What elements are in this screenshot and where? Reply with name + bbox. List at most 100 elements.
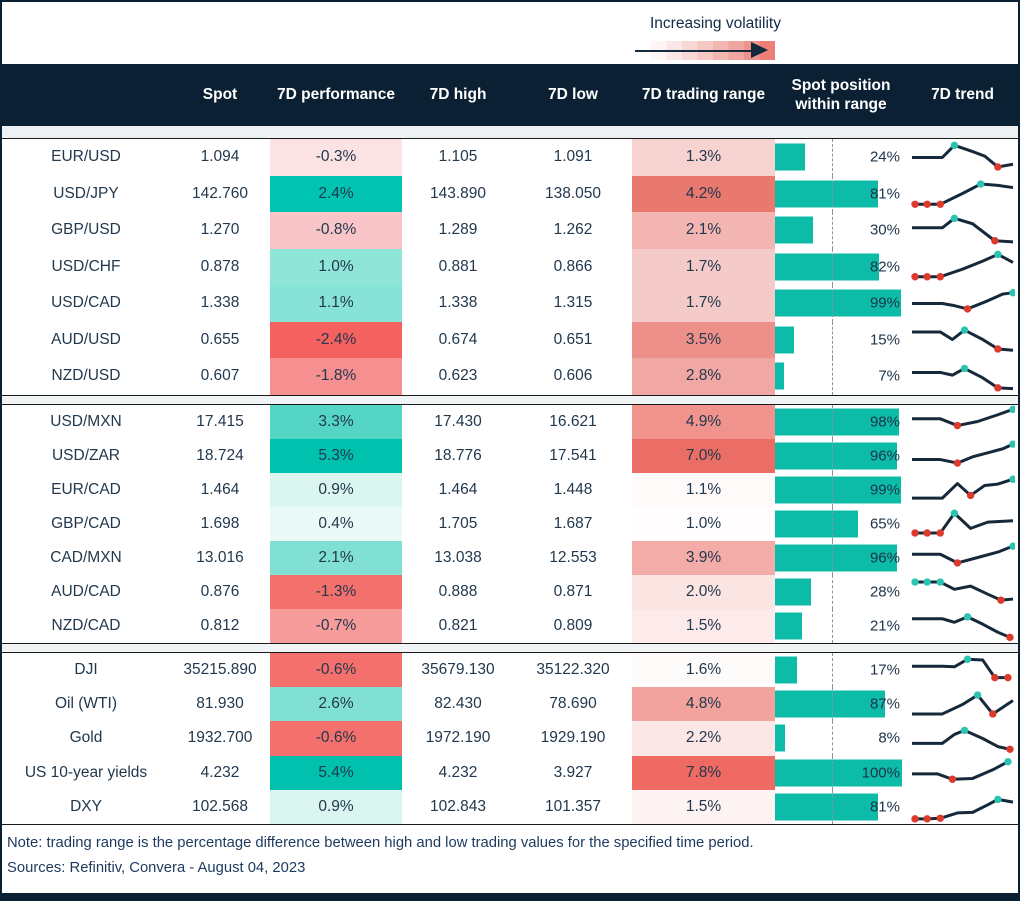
spot-value: 4.232 <box>200 763 240 781</box>
position-percent-label: 96% <box>869 447 900 464</box>
trading-range-cell: 3.9% <box>632 540 775 575</box>
position-percent-label: 98% <box>869 413 900 430</box>
trend-sparkline <box>907 575 1018 609</box>
spot-position-cell: 96% <box>775 438 907 473</box>
midpoint-dashed-line <box>832 506 833 541</box>
high-value: 1.338 <box>438 294 478 312</box>
trading-range-cell: 1.7% <box>632 248 775 285</box>
spot-position-cell: 65% <box>775 506 907 541</box>
high-value: 0.888 <box>438 582 478 600</box>
spot-value: 1.338 <box>200 294 240 312</box>
spot-position-cell: 28% <box>775 574 907 609</box>
trading-range-cell: 1.1% <box>632 472 775 507</box>
position-percent-label: 96% <box>869 549 900 566</box>
spot-value: 0.655 <box>200 330 240 348</box>
spot-value: 142.760 <box>191 184 249 202</box>
spot-value: 35215.890 <box>183 660 257 678</box>
spot-position-cell: 24% <box>775 139 907 176</box>
position-bar <box>775 143 806 171</box>
trend-sparkline <box>907 405 1018 439</box>
low-value: 101.357 <box>544 798 602 816</box>
section-majors: EUR/USD 1.094 -0.3% 1.105 1.091 1.3% 24%… <box>2 139 1018 395</box>
midpoint-dashed-line <box>832 175 833 212</box>
low-value: 138.050 <box>544 184 602 202</box>
position-percent-label: 28% <box>869 583 900 600</box>
midpoint-dashed-line <box>832 472 833 507</box>
instrument-label: GBP/USD <box>51 221 121 239</box>
spot-position-cell: 99% <box>775 472 907 507</box>
position-percent-label: 65% <box>869 515 900 532</box>
instrument-label: DJI <box>74 660 98 678</box>
table-row: EUR/CAD 1.464 0.9% 1.464 1.448 1.1% 99% <box>2 472 1018 507</box>
trading-range-cell: 1.5% <box>632 790 775 825</box>
position-percent-label: 100% <box>861 764 900 782</box>
header-7d-trend: 7D trend <box>931 86 994 104</box>
trading-range-cell: 1.3% <box>632 139 775 176</box>
low-value: 78.690 <box>549 695 597 713</box>
midpoint-dashed-line <box>832 404 833 439</box>
instrument-label: USD/CHF <box>51 257 121 275</box>
spot-position-cell: 98% <box>775 404 907 439</box>
trend-sparkline <box>907 322 1018 359</box>
volatility-label: Increasing volatility <box>650 15 781 32</box>
position-bar <box>775 510 858 537</box>
midpoint-dashed-line <box>832 790 833 825</box>
position-percent-label: 30% <box>869 221 900 239</box>
instrument-label: CAD/MXN <box>50 548 122 566</box>
performance-cell: 1.1% <box>270 285 402 322</box>
position-percent-label: 87% <box>869 695 900 713</box>
trend-sparkline <box>907 541 1018 575</box>
low-value: 3.927 <box>553 763 593 781</box>
spot-value: 0.812 <box>200 616 240 634</box>
position-percent-label: 21% <box>869 617 900 634</box>
spot-value: 1932.700 <box>187 729 253 747</box>
midpoint-dashed-line <box>832 721 833 756</box>
instrument-label: NZD/USD <box>51 367 121 385</box>
instrument-label: EUR/CAD <box>51 480 121 498</box>
spot-position-cell: 17% <box>775 652 907 687</box>
table-row: GBP/USD 1.270 -0.8% 1.289 1.262 2.1% 30% <box>2 212 1018 249</box>
trading-range-cell: 7.0% <box>632 438 775 473</box>
table-row: Oil (WTI) 81.930 2.6% 82.430 78.690 4.8%… <box>2 686 1018 722</box>
low-value: 0.866 <box>553 257 593 275</box>
spot-position-cell: 15% <box>775 321 907 358</box>
instrument-label: USD/JPY <box>53 184 119 202</box>
spot-value: 0.607 <box>200 367 240 385</box>
low-value: 0.651 <box>553 330 593 348</box>
spot-value: 0.876 <box>200 582 240 600</box>
midpoint-dashed-line <box>832 755 833 791</box>
midpoint-dashed-line <box>832 686 833 722</box>
high-value: 0.821 <box>438 616 478 634</box>
spot-position-cell: 82% <box>775 248 907 285</box>
trend-sparkline <box>907 507 1018 541</box>
position-bar <box>775 362 784 390</box>
performance-cell: 5.3% <box>270 438 402 473</box>
instrument-label: AUD/USD <box>51 330 121 348</box>
table-row: EUR/USD 1.094 -0.3% 1.105 1.091 1.3% 24% <box>2 139 1018 176</box>
spot-value: 81.930 <box>196 695 244 713</box>
instrument-label: USD/CAD <box>51 294 121 312</box>
table-bottom-rule <box>2 824 1018 826</box>
performance-cell: 2.6% <box>270 686 402 722</box>
trading-range-cell: 2.8% <box>632 358 775 395</box>
position-bar <box>775 578 811 605</box>
trading-range-cell: 1.5% <box>632 608 775 643</box>
trading-range-cell: 4.8% <box>632 686 775 722</box>
trend-sparkline <box>907 439 1018 473</box>
spot-position-cell: 100% <box>775 755 907 791</box>
performance-cell: 0.9% <box>270 472 402 507</box>
performance-cell: 0.4% <box>270 506 402 541</box>
volatility-arrow-line <box>635 49 753 53</box>
low-value: 16.621 <box>549 412 597 430</box>
position-bar <box>775 289 901 317</box>
table-row: USD/MXN 17.415 3.3% 17.430 16.621 4.9% 9… <box>2 404 1018 439</box>
midpoint-dashed-line <box>832 574 833 609</box>
midpoint-dashed-line <box>832 608 833 643</box>
spot-value: 1.094 <box>200 148 240 166</box>
header-separator <box>2 126 1018 139</box>
trading-range-cell: 4.2% <box>632 175 775 212</box>
volatility-legend: Increasing volatility <box>2 2 1018 64</box>
trend-sparkline <box>907 212 1018 249</box>
position-percent-label: 7% <box>878 367 900 385</box>
